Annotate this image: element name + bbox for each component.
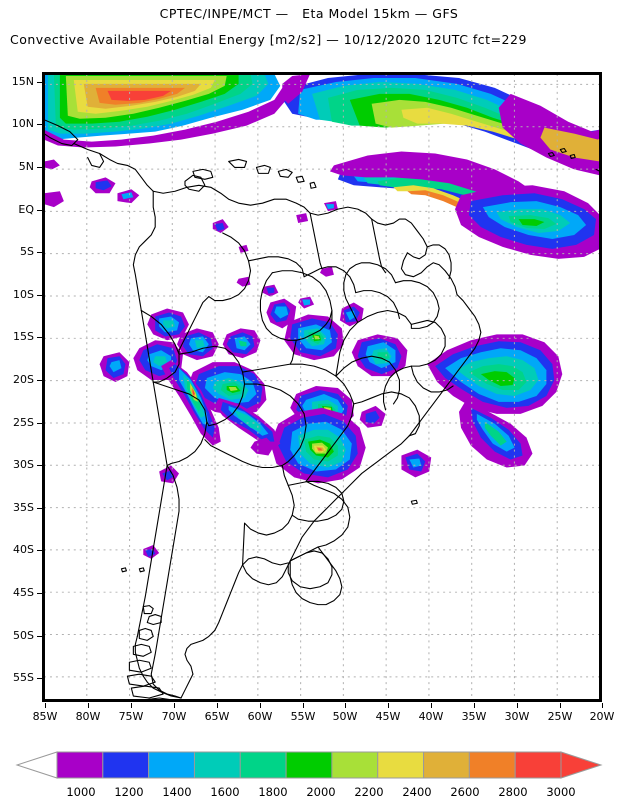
latitude-tick-label: 45S — [13, 586, 34, 599]
latitude-tick-label: 55S — [13, 671, 34, 684]
longitude-tick-label: 50W — [332, 710, 358, 723]
colorbar-tick-label: 2600 — [450, 785, 480, 799]
longitude-tick-mark — [260, 703, 261, 708]
map-coastlines — [44, 119, 600, 700]
latitude-tick-label: 20S — [13, 373, 34, 386]
longitude-tick-mark — [431, 703, 432, 708]
longitude-tick-mark — [303, 703, 304, 708]
longitude-tick-label: 40W — [418, 710, 444, 723]
latitude-tick-label: 15N — [11, 75, 34, 88]
latitude-tick-label: 10S — [13, 288, 34, 301]
longitude-tick-mark — [345, 703, 346, 708]
colorbar-tick-label: 1000 — [66, 785, 96, 799]
colorbar-tick-label: 2200 — [354, 785, 384, 799]
latitude-tick-mark — [37, 295, 42, 296]
colorbar-swatches — [15, 751, 603, 779]
longitude-tick-mark — [88, 703, 89, 708]
longitude-tick-label: 20W — [589, 710, 615, 723]
latitude-tick-mark — [37, 210, 42, 211]
longitude-tick-label: 30W — [504, 710, 530, 723]
colorbar-under-arrow — [15, 751, 58, 779]
colorbar-tick-label: 2400 — [402, 785, 432, 799]
colorbar-swatch — [102, 751, 150, 779]
longitude-tick-label: 25W — [547, 710, 573, 723]
longitude-tick-mark — [217, 703, 218, 708]
longitude-tick-mark — [602, 703, 603, 708]
latitude-tick-label: 10N — [11, 117, 34, 130]
colorbar-swatch — [468, 751, 516, 779]
latitude-tick-label: 30S — [13, 458, 34, 471]
latitude-tick-mark — [37, 550, 42, 551]
latitude-tick-mark — [37, 167, 42, 168]
colorbar-tick-label: 1600 — [210, 785, 240, 799]
latitude-tick-label: 40S — [13, 543, 34, 556]
longitude-tick-label: 55W — [290, 710, 316, 723]
latitude-tick-label: 5N — [18, 160, 34, 173]
colorbar-tick-label: 3000 — [546, 785, 576, 799]
colorbar-swatch — [331, 751, 379, 779]
latitude-tick-mark — [37, 82, 42, 83]
latitude-tick-label: 5S — [20, 245, 34, 258]
colorbar-swatch — [377, 751, 425, 779]
latitude-tick-mark — [37, 636, 42, 637]
longitude-tick-mark — [45, 703, 46, 708]
latitude-tick-mark — [37, 252, 42, 253]
longitude-tick-label: 70W — [161, 710, 187, 723]
colorbar-tick-label: 1800 — [258, 785, 288, 799]
colorbar-tick-label: 2000 — [306, 785, 336, 799]
longitude-tick-mark — [131, 703, 132, 708]
colorbar-tick-label: 1400 — [162, 785, 192, 799]
colorbar-tick-label: 1200 — [114, 785, 144, 799]
colorbar-swatch — [285, 751, 333, 779]
latitude-tick-label: 25S — [13, 416, 34, 429]
latitude-tick-mark — [37, 593, 42, 594]
colorbar-swatch — [514, 751, 562, 779]
longitude-tick-mark — [388, 703, 389, 708]
latitude-tick-mark — [37, 124, 42, 125]
colorbar: 1000 1200 1400 1600 1800 2000 2200 2400 2600 2800… — [0, 745, 618, 800]
latitude-tick-label: 50S — [13, 629, 34, 642]
latitude-tick-mark — [37, 380, 42, 381]
longitude-tick-mark — [517, 703, 518, 708]
colorbar-over-arrow — [560, 751, 603, 779]
longitude-tick-label: 75W — [118, 710, 144, 723]
longitude-tick-label: 80W — [75, 710, 101, 723]
latitude-tick-mark — [37, 337, 42, 338]
map-plot-area — [42, 72, 602, 702]
colorbar-swatch — [56, 751, 104, 779]
longitude-tick-mark — [560, 703, 561, 708]
longitude-tick-mark — [474, 703, 475, 708]
latitude-tick-mark — [37, 465, 42, 466]
longitude-tick-mark — [174, 703, 175, 708]
colorbar-swatch — [423, 751, 470, 779]
colorbar-swatch — [148, 751, 195, 779]
longitude-tick-label: 35W — [461, 710, 487, 723]
longitude-tick-label: 60W — [247, 710, 273, 723]
latitude-tick-label: 15S — [13, 330, 34, 343]
latitude-tick-mark — [37, 508, 42, 509]
colorbar-tick-label: 2800 — [498, 785, 528, 799]
colorbar-swatch — [193, 751, 241, 779]
page-title: CPTEC/INPE/MCT — Eta Model 15km — GFS — [159, 6, 459, 21]
longitude-tick-label: 45W — [375, 710, 401, 723]
latitude-tick-mark — [37, 678, 42, 679]
colorbar-swatch — [239, 751, 287, 779]
map-canvas — [44, 74, 600, 700]
latitude-tick-mark — [37, 423, 42, 424]
longitude-tick-label: 85W — [32, 710, 58, 723]
latitude-tick-label: 35S — [13, 501, 34, 514]
longitude-tick-label: 65W — [204, 710, 230, 723]
latitude-tick-label: EQ — [18, 203, 34, 216]
page-subtitle: Convective Available Potential Energy [m… — [10, 32, 527, 47]
